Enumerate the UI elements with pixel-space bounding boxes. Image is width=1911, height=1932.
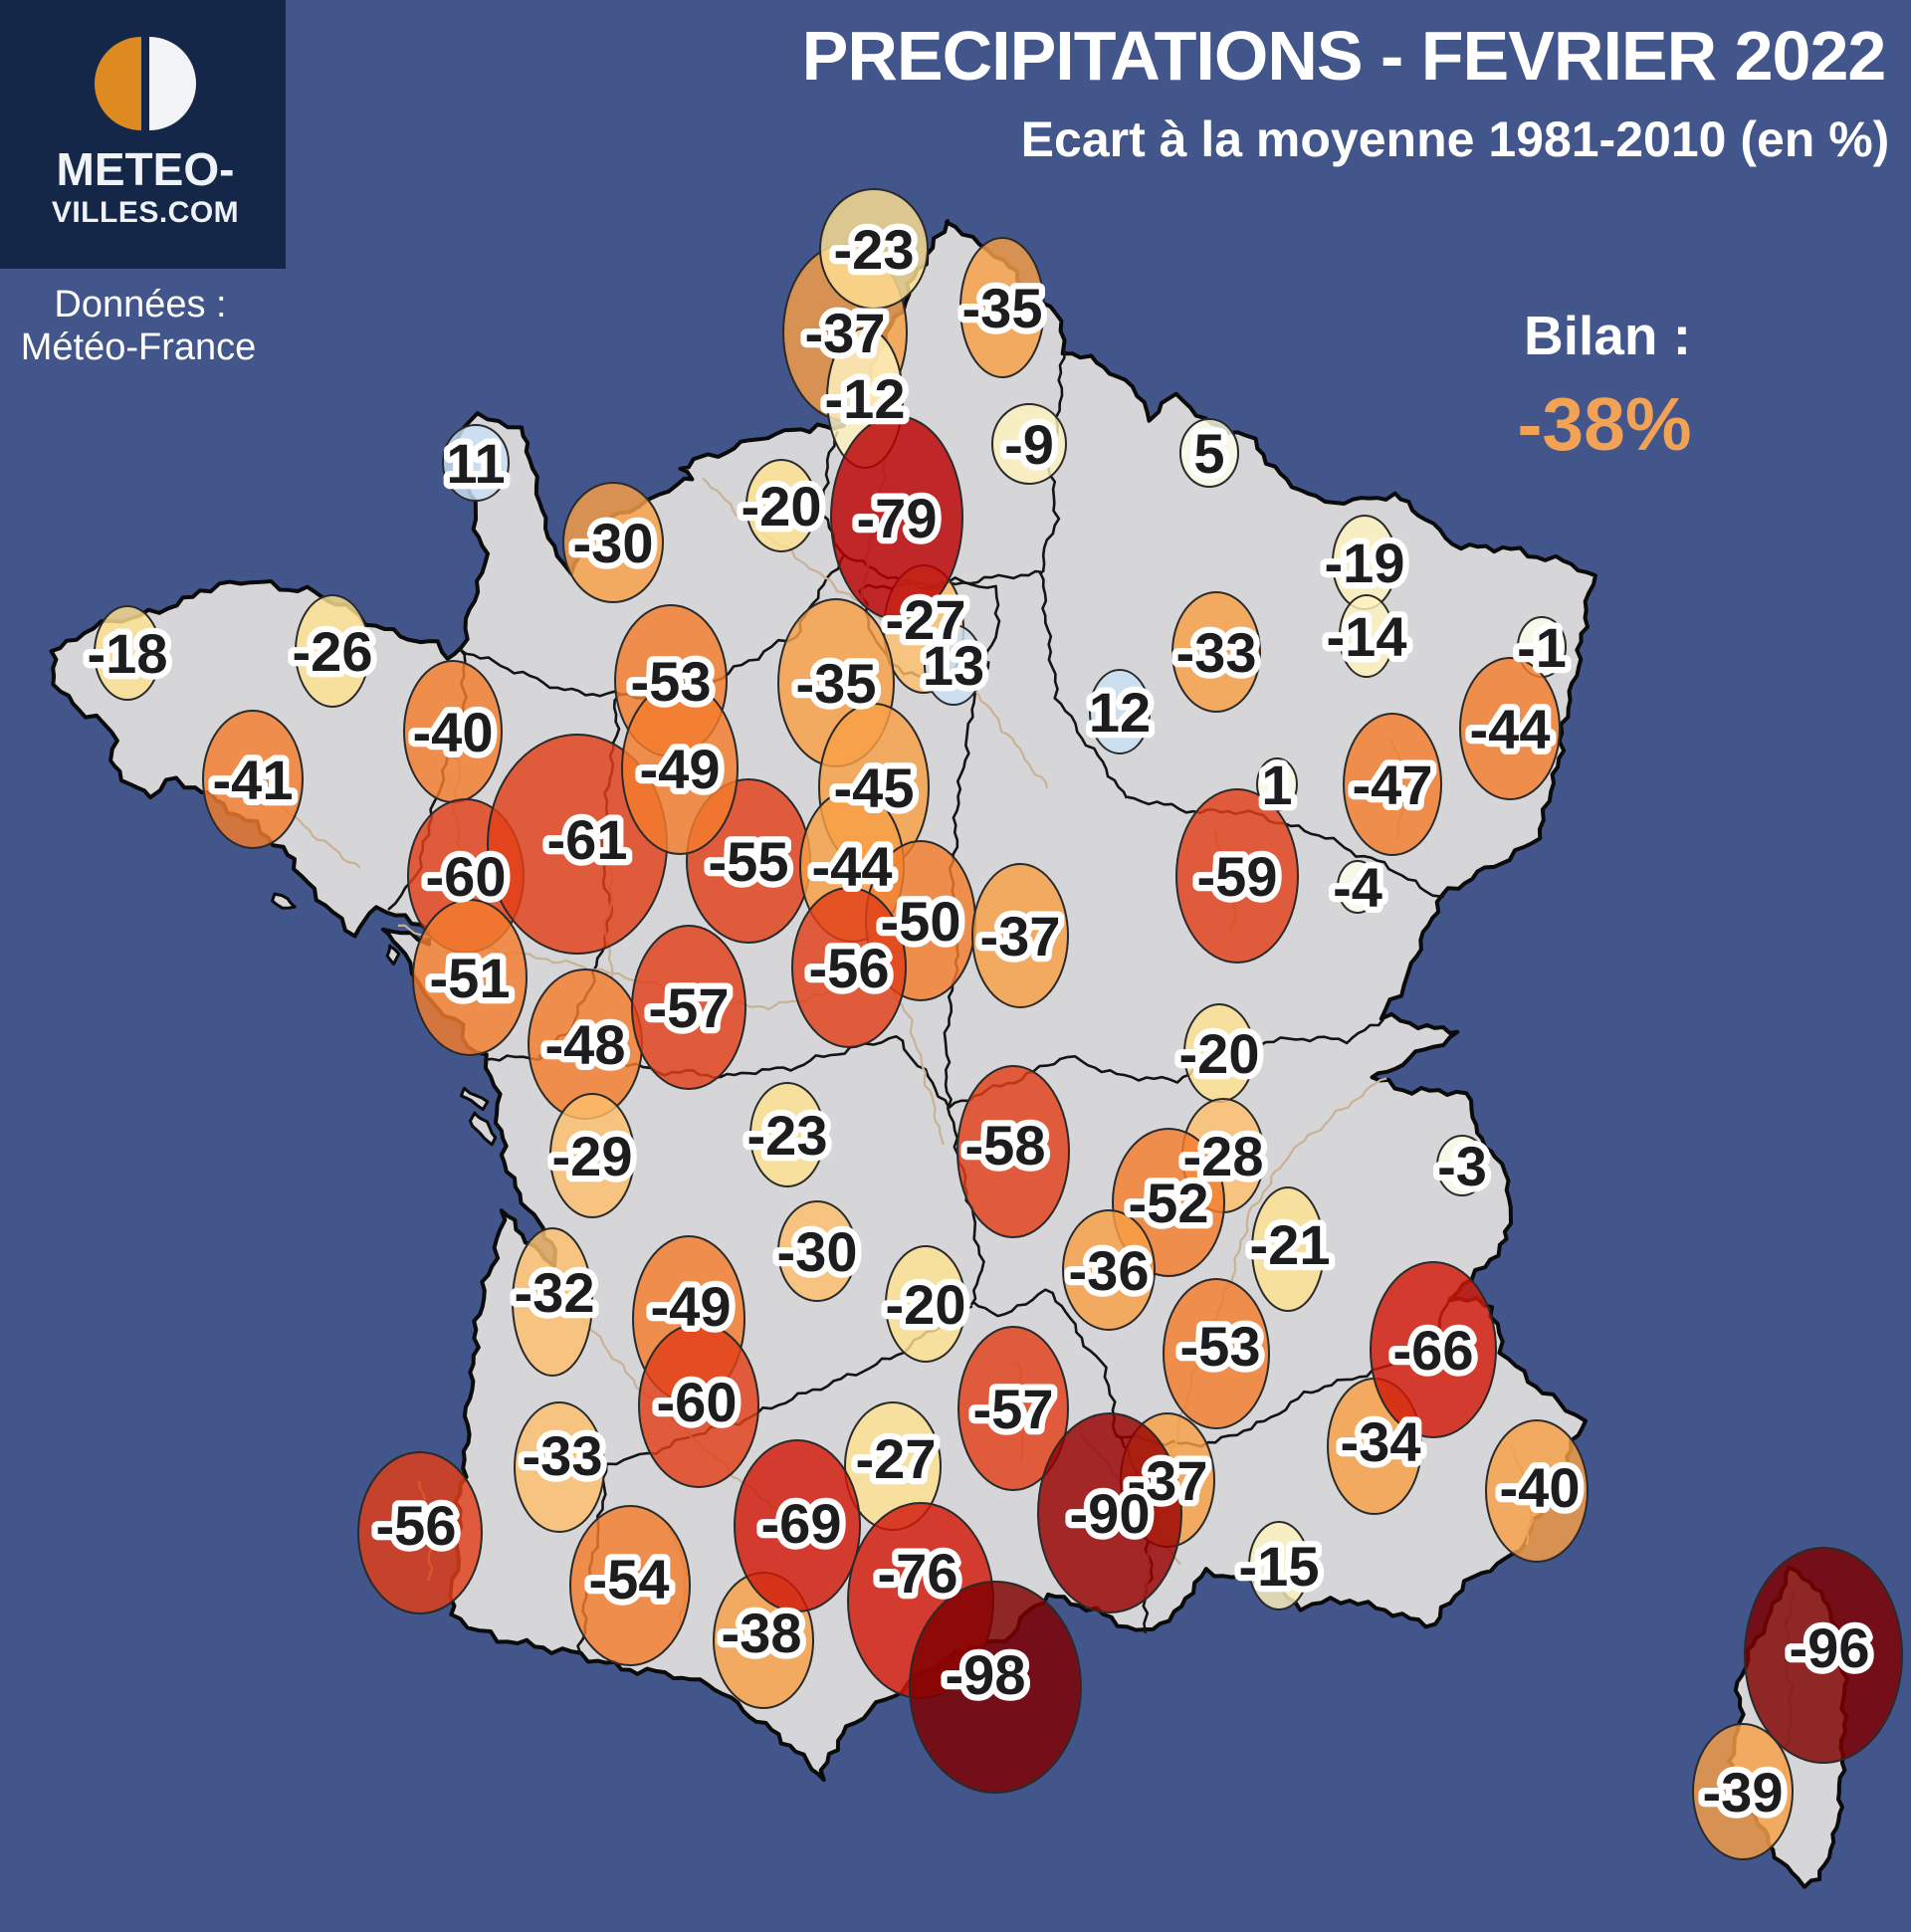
svg-text:1: 1 (1261, 753, 1292, 816)
svg-text:-32: -32 (515, 1261, 595, 1324)
svg-text:-4: -4 (1333, 856, 1382, 919)
svg-text:-28: -28 (1183, 1125, 1264, 1187)
svg-text:-37: -37 (1128, 1449, 1208, 1512)
svg-text:-56: -56 (809, 937, 890, 999)
svg-text:-52: -52 (1129, 1172, 1209, 1234)
svg-text:-20: -20 (886, 1273, 966, 1336)
svg-text:-19: -19 (1325, 532, 1405, 594)
svg-text:-44: -44 (812, 835, 893, 898)
svg-text:12: 12 (1089, 681, 1151, 744)
svg-text:-39: -39 (1703, 1761, 1784, 1824)
svg-text:-38%: -38% (1517, 382, 1691, 466)
svg-text:-30: -30 (777, 1220, 858, 1283)
svg-text:Météo-France: Météo-France (21, 326, 257, 368)
svg-text:-44: -44 (1470, 698, 1551, 760)
svg-text:-76: -76 (878, 1542, 958, 1605)
svg-text:-61: -61 (547, 808, 628, 871)
svg-text:-90: -90 (1070, 1482, 1151, 1545)
svg-text:-54: -54 (589, 1548, 670, 1610)
svg-text:-96: -96 (1790, 1616, 1870, 1679)
svg-text:-79: -79 (857, 487, 938, 549)
svg-text:-21: -21 (1250, 1213, 1331, 1276)
svg-text:-57: -57 (973, 1378, 1054, 1440)
svg-text:-18: -18 (88, 622, 168, 685)
svg-text:-27: -27 (886, 588, 966, 651)
svg-text:-38: -38 (722, 1602, 802, 1664)
svg-text:-33: -33 (1176, 621, 1257, 684)
svg-text:-23: -23 (834, 218, 915, 281)
svg-text:-60: -60 (657, 1371, 738, 1433)
svg-text:-69: -69 (761, 1492, 842, 1555)
svg-text:-55: -55 (709, 830, 789, 893)
svg-text:-9: -9 (1004, 413, 1054, 476)
svg-text:-33: -33 (523, 1424, 603, 1487)
svg-text:-57: -57 (649, 976, 730, 1039)
svg-text:-23: -23 (747, 1104, 828, 1167)
svg-text:-41: -41 (213, 749, 294, 811)
svg-text:-56: -56 (376, 1494, 457, 1557)
svg-text:-20: -20 (742, 475, 822, 537)
svg-text:-51: -51 (430, 947, 511, 1009)
svg-text:-48: -48 (545, 1013, 626, 1076)
svg-text:-1: -1 (1517, 616, 1567, 679)
svg-text:-45: -45 (834, 756, 915, 819)
svg-text:-37: -37 (805, 302, 886, 364)
svg-text:-35: -35 (796, 652, 877, 715)
svg-text:-15: -15 (1239, 1535, 1320, 1598)
svg-text:-36: -36 (1069, 1239, 1150, 1302)
svg-text:5: 5 (1193, 422, 1224, 485)
svg-text:METEO-: METEO- (57, 143, 235, 195)
svg-text:13: 13 (923, 634, 984, 697)
svg-text:-49: -49 (640, 738, 721, 800)
svg-text:11: 11 (446, 432, 505, 495)
svg-text:-40: -40 (1500, 1456, 1581, 1519)
svg-text:-30: -30 (573, 512, 654, 574)
svg-text:-49: -49 (651, 1275, 732, 1338)
svg-text:-58: -58 (965, 1114, 1046, 1177)
svg-text:-59: -59 (1197, 845, 1278, 908)
svg-text:-20: -20 (1179, 1022, 1260, 1085)
svg-text:-34: -34 (1341, 1410, 1421, 1473)
svg-text:-53: -53 (631, 650, 712, 713)
svg-text:-98: -98 (946, 1643, 1026, 1706)
svg-text:-53: -53 (1180, 1315, 1261, 1378)
svg-text:-37: -37 (980, 905, 1061, 967)
svg-text:-66: -66 (1393, 1319, 1474, 1382)
svg-text:Données :: Données : (54, 284, 226, 325)
svg-text:-60: -60 (426, 845, 507, 908)
svg-text:-50: -50 (881, 890, 961, 953)
svg-text:-35: -35 (962, 277, 1043, 339)
svg-text:VILLES.COM: VILLES.COM (52, 196, 239, 229)
svg-text:-40: -40 (413, 701, 494, 763)
svg-text:-47: -47 (1353, 753, 1433, 816)
svg-text:-12: -12 (825, 367, 906, 430)
svg-text:Ecart à la moyenne 1981-2010 (: Ecart à la moyenne 1981-2010 (en %) (1021, 111, 1890, 167)
svg-text:PRECIPITATIONS - FEVRIER 2022: PRECIPITATIONS - FEVRIER 2022 (802, 17, 1886, 95)
svg-text:-29: -29 (552, 1125, 633, 1187)
svg-text:-27: -27 (856, 1427, 937, 1490)
svg-text:Bilan :: Bilan : (1524, 305, 1691, 366)
svg-text:-14: -14 (1327, 605, 1407, 668)
svg-text:-26: -26 (293, 620, 373, 683)
svg-text:-3: -3 (1437, 1135, 1487, 1197)
